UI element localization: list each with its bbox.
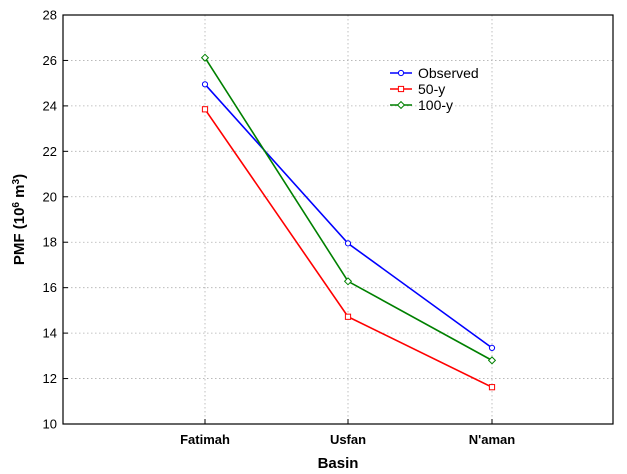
data-point-circle [397,69,405,77]
data-point-square [397,85,405,93]
y-axis-title: PMF (106 m3) [11,174,29,265]
y-tick-label: 12 [43,371,57,386]
y-tick-label: 26 [43,53,57,68]
legend-item-100y: 100-y [390,97,453,113]
grid-lines [63,15,613,424]
y-tick-label: 22 [43,144,57,159]
series-observed [201,81,496,351]
y-tick-label: 28 [43,8,57,23]
y-tick-label: 20 [43,189,57,204]
x-axis: Fatimah Usfan N'aman [180,419,515,447]
y-axis: 10 12 14 16 18 20 22 24 26 28 [43,8,68,432]
y-axis-title-sup-2: 3 [11,178,22,184]
data-point-square [344,313,352,320]
legend-item-observed: Observed [390,65,479,81]
y-axis-title-main: PMF (10 [11,208,28,266]
legend-label: 100-y [418,97,453,113]
y-tick-label: 14 [43,326,57,341]
y-axis-title-mid: m [11,184,28,202]
series-layer [200,53,497,391]
data-point-diamond [343,277,353,286]
data-point-square [201,106,209,113]
y-axis-title-sup-1: 6 [11,202,22,208]
series-50y [201,106,496,391]
series-100y [200,53,497,365]
y-tick-label: 16 [43,280,57,295]
legend-label: 50-y [418,81,445,97]
data-point-square [488,384,496,391]
x-axis-title: Basin [318,455,359,472]
data-point-diamond [200,53,210,62]
data-point-circle [201,81,209,88]
data-point-diamond [487,356,497,365]
y-tick-label: 10 [43,417,57,432]
legend-label: Observed [418,65,479,81]
data-point-circle [488,344,496,351]
x-tick-label-naman: N'aman [469,432,515,447]
x-tick-label-usfan: Usfan [330,432,366,447]
legend-item-50y: 50-y [390,81,445,97]
data-point-diamond [396,100,406,110]
x-tick-label-fatimah: Fatimah [180,432,230,447]
data-point-circle [344,240,352,247]
y-tick-label: 18 [43,235,57,250]
y-axis-title-end: ) [11,174,28,179]
y-tick-label: 24 [43,98,57,113]
plot-area-frame [62,14,614,425]
